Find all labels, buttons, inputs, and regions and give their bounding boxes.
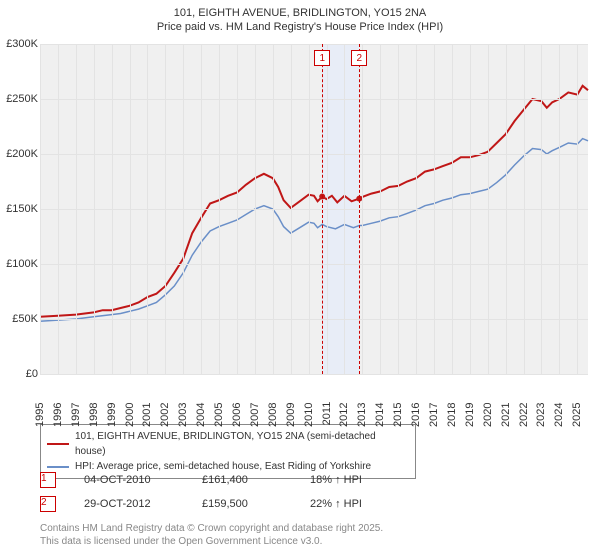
xtick-label: 2021	[500, 402, 512, 426]
xtick-label: 2013	[356, 402, 368, 426]
xtick-label: 2018	[446, 402, 458, 426]
legend-item: 101, EIGHTH AVENUE, BRIDLINGTON, YO15 2N…	[47, 429, 409, 459]
footer-line-1: Contains HM Land Registry data © Crown c…	[40, 522, 383, 535]
xtick-label: 2015	[392, 402, 404, 426]
gridline-v	[147, 44, 148, 374]
gridline-v	[219, 44, 220, 374]
xtick-label: 2022	[518, 402, 530, 426]
gridline-v	[183, 44, 184, 374]
legend-swatch	[47, 443, 69, 445]
sale-date: 04-OCT-2010	[84, 474, 174, 486]
xtick-label: 2004	[195, 402, 207, 426]
sale-date: 29-OCT-2012	[84, 498, 174, 510]
xtick-label: 2008	[267, 402, 279, 426]
xtick-label: 2017	[428, 402, 440, 426]
ytick-label: £0	[2, 368, 38, 380]
gridline-v	[291, 44, 292, 374]
gridline-v	[452, 44, 453, 374]
xtick-label: 2003	[177, 402, 189, 426]
xtick-label: 1998	[88, 402, 100, 426]
sales-table: 1 04-OCT-2010 £161,400 18% ↑ HPI 2 29-OC…	[40, 468, 362, 516]
xtick-label: 2000	[124, 402, 136, 426]
footer-line-2: This data is licensed under the Open Gov…	[40, 535, 383, 548]
xtick-label: 2020	[482, 402, 494, 426]
xtick-label: 2025	[571, 402, 583, 426]
gridline-v	[94, 44, 95, 374]
ytick-label: £150K	[2, 203, 38, 215]
gridline-v	[237, 44, 238, 374]
sale-delta: 22% ↑ HPI	[310, 498, 362, 510]
chart-titles: 101, EIGHTH AVENUE, BRIDLINGTON, YO15 2N…	[0, 0, 600, 35]
xtick-label: 2023	[535, 402, 547, 426]
gridline-h	[40, 374, 588, 375]
gridline-v	[380, 44, 381, 374]
gridline-v	[76, 44, 77, 374]
gridline-v	[524, 44, 525, 374]
gridline-v	[40, 44, 41, 374]
gridline-v	[362, 44, 363, 374]
gridline-v	[559, 44, 560, 374]
xtick-label: 2016	[410, 402, 422, 426]
xtick-label: 1997	[70, 402, 82, 426]
title-line-2: Price paid vs. HM Land Registry's House …	[0, 20, 600, 34]
sale-row: 2 29-OCT-2012 £159,500 22% ↑ HPI	[40, 492, 362, 516]
xtick-label: 2011	[321, 402, 333, 426]
gridline-v	[344, 44, 345, 374]
gridline-v	[398, 44, 399, 374]
marker-annotation-icon: 1	[314, 50, 330, 66]
chart-container: 101, EIGHTH AVENUE, BRIDLINGTON, YO15 2N…	[0, 0, 600, 560]
xtick-label: 2007	[249, 402, 261, 426]
xtick-label: 2019	[464, 402, 476, 426]
gridline-v	[541, 44, 542, 374]
xtick-label: 1999	[106, 402, 118, 426]
xtick-label: 2024	[553, 402, 565, 426]
gridline-v	[130, 44, 131, 374]
xtick-label: 2002	[159, 402, 171, 426]
marker-vline	[359, 44, 360, 374]
xtick-label: 1995	[34, 402, 46, 426]
gridline-v	[470, 44, 471, 374]
ytick-label: £200K	[2, 148, 38, 160]
title-line-1: 101, EIGHTH AVENUE, BRIDLINGTON, YO15 2N…	[0, 6, 600, 20]
gridline-v	[488, 44, 489, 374]
gridline-v	[165, 44, 166, 374]
gridline-v	[506, 44, 507, 374]
gridline-v	[112, 44, 113, 374]
footer-attribution: Contains HM Land Registry data © Crown c…	[40, 522, 383, 548]
ytick-label: £100K	[2, 258, 38, 270]
xtick-label: 2006	[231, 402, 243, 426]
sale-price: £159,500	[202, 498, 282, 510]
sale-marker-icon: 2	[40, 496, 56, 512]
gridline-v	[273, 44, 274, 374]
legend-label: 101, EIGHTH AVENUE, BRIDLINGTON, YO15 2N…	[75, 429, 409, 459]
gridline-v	[434, 44, 435, 374]
gridline-v	[201, 44, 202, 374]
gridline-v	[255, 44, 256, 374]
gridline-v	[309, 44, 310, 374]
xtick-label: 2014	[374, 402, 386, 426]
xtick-label: 2010	[303, 402, 315, 426]
marker-vline	[322, 44, 323, 374]
xtick-label: 2001	[141, 402, 153, 426]
ytick-label: £250K	[2, 93, 38, 105]
sale-row: 1 04-OCT-2010 £161,400 18% ↑ HPI	[40, 468, 362, 492]
xtick-label: 2012	[338, 402, 350, 426]
sale-marker-icon: 1	[40, 472, 56, 488]
gridline-v	[416, 44, 417, 374]
gridline-v	[577, 44, 578, 374]
sale-price: £161,400	[202, 474, 282, 486]
gridline-v	[58, 44, 59, 374]
plot-area	[40, 44, 588, 374]
xtick-label: 2009	[285, 402, 297, 426]
marker-annotation-icon: 2	[351, 50, 367, 66]
gridline-v	[327, 44, 328, 374]
ytick-label: £50K	[2, 313, 38, 325]
ytick-label: £300K	[2, 38, 38, 50]
xtick-label: 2005	[213, 402, 225, 426]
xtick-label: 1996	[52, 402, 64, 426]
sale-delta: 18% ↑ HPI	[310, 474, 362, 486]
